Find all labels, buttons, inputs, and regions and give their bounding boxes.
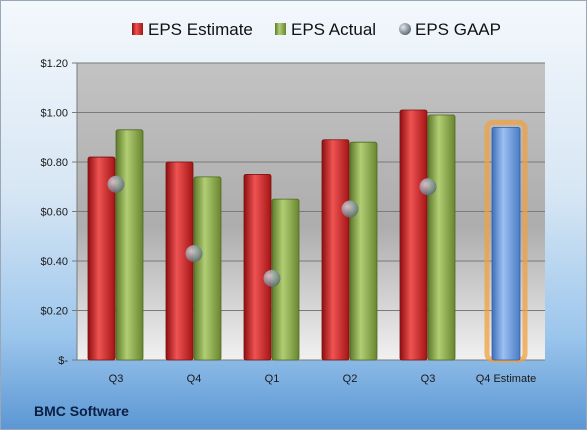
eps-actual-bar [115, 129, 144, 361]
eps-estimate-bar [165, 161, 194, 361]
y-tick-label: $0.20 [40, 306, 68, 318]
x-axis: Q3 Q4 Q1 Q2 Q3 Q4 Estimate [109, 373, 537, 385]
forecast-bar [491, 126, 521, 361]
legend-label: EPS Estimate [148, 20, 253, 39]
company-label: BMC Software [34, 403, 129, 419]
legend-swatch [275, 23, 286, 35]
legend-label: EPS Actual [291, 20, 376, 39]
y-tick-label: $1.00 [40, 108, 68, 120]
eps-gaap-marker [263, 269, 281, 287]
eps-actual-bar [349, 141, 378, 361]
grid-lines [77, 62, 545, 361]
eps-gaap-marker [185, 245, 203, 263]
x-tick-label: Q4 Estimate [476, 373, 537, 385]
x-tick-label: Q2 [343, 373, 358, 385]
eps-estimate-bar [87, 156, 116, 361]
y-tick-label: $0.60 [40, 207, 68, 219]
y-tick-label: $0.80 [40, 157, 68, 169]
x-tick-label: Q3 [421, 373, 436, 385]
y-tick-label: $- [58, 355, 68, 367]
eps-actual-bar [193, 176, 222, 361]
legend: EPS Estimate EPS Actual EPS GAAP [132, 20, 501, 39]
gaap-markers [107, 175, 437, 287]
x-tick-label: Q4 [187, 373, 202, 385]
x-tick-label: Q3 [109, 373, 124, 385]
legend-swatch [132, 23, 143, 35]
legend-label: EPS GAAP [415, 20, 501, 39]
eps-estimate-bar [321, 139, 350, 361]
y-tick-label: $0.40 [40, 256, 68, 268]
eps-gaap-marker [419, 178, 437, 196]
y-axis: $- $0.20 $0.40 $0.60 $0.80 $1.00 $1.20 [40, 58, 78, 367]
eps-gaap-marker [107, 175, 125, 193]
eps-estimate-bar [243, 173, 272, 361]
x-tick-label: Q1 [265, 373, 280, 385]
eps-gaap-marker [341, 200, 359, 218]
eps-actual-bar [427, 114, 456, 361]
eps-estimate-bar [399, 109, 428, 361]
legend-swatch [399, 23, 411, 35]
y-tick-label: $1.20 [40, 58, 68, 70]
bars [87, 109, 528, 363]
